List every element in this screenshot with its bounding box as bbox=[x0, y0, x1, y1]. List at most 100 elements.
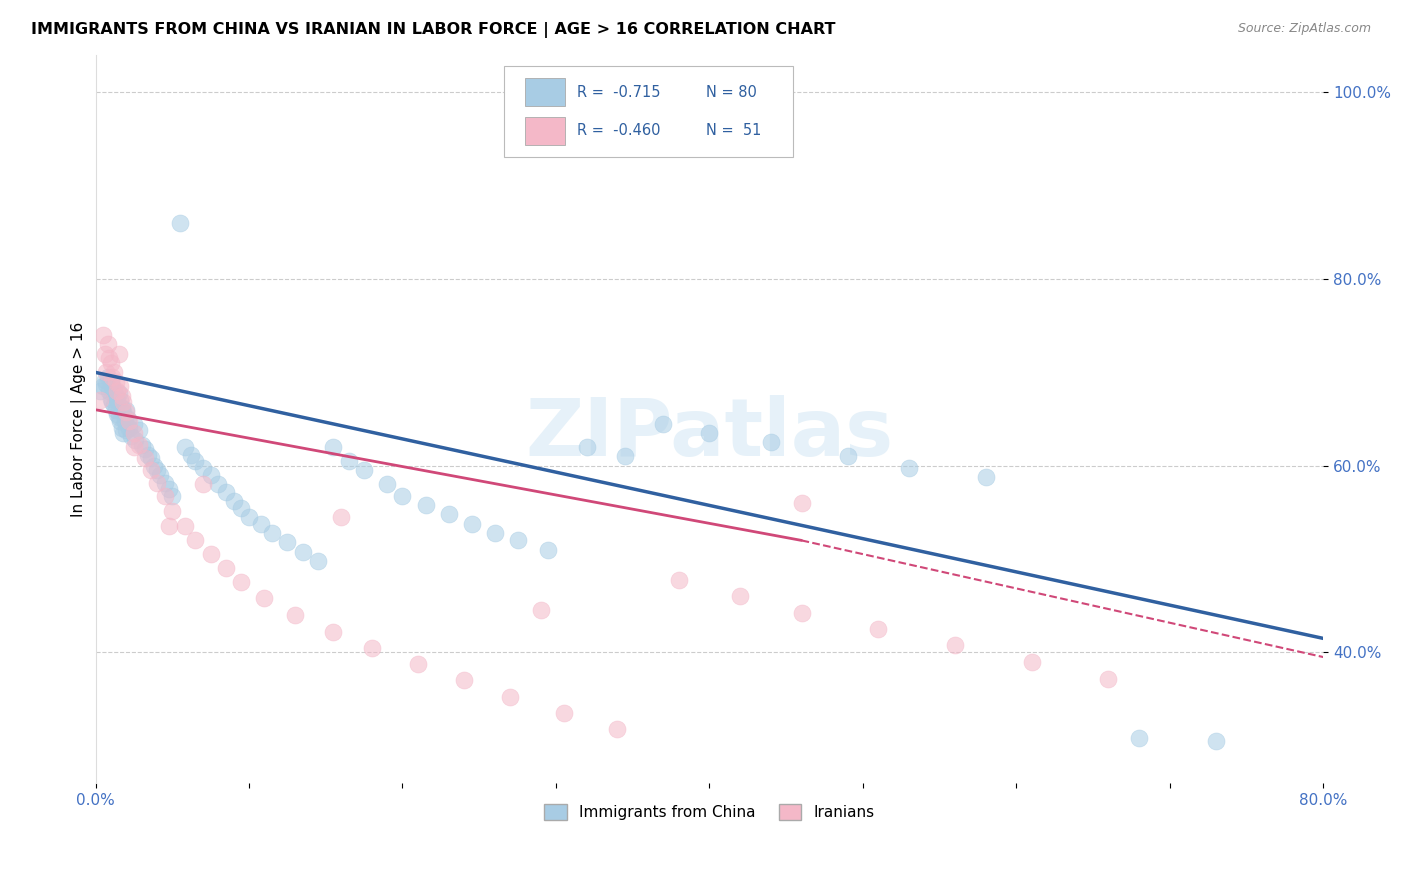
Point bbox=[91, 328, 114, 343]
Point bbox=[89, 393, 111, 408]
Point bbox=[1097, 672, 1119, 686]
Text: ZIPatlas: ZIPatlas bbox=[526, 394, 894, 473]
Point bbox=[112, 395, 135, 409]
Point bbox=[128, 423, 150, 437]
Point bbox=[105, 384, 128, 398]
Point bbox=[200, 548, 222, 562]
Point bbox=[974, 470, 997, 484]
Point bbox=[200, 468, 222, 483]
FancyBboxPatch shape bbox=[505, 66, 793, 157]
Point bbox=[391, 489, 413, 503]
Point bbox=[437, 508, 460, 522]
Point bbox=[307, 554, 329, 568]
Point bbox=[322, 440, 344, 454]
Point bbox=[499, 690, 522, 705]
Point bbox=[276, 535, 298, 549]
Point bbox=[191, 477, 214, 491]
Point bbox=[790, 496, 813, 510]
Point bbox=[360, 640, 382, 655]
Point bbox=[575, 440, 598, 454]
Point bbox=[238, 510, 260, 524]
Point bbox=[415, 498, 437, 512]
Point bbox=[122, 440, 145, 454]
Point bbox=[614, 450, 637, 464]
Point bbox=[146, 463, 169, 477]
Point bbox=[101, 370, 124, 384]
Point bbox=[115, 423, 138, 437]
Point bbox=[353, 463, 375, 477]
Point bbox=[104, 375, 127, 389]
Point bbox=[169, 216, 191, 230]
Point bbox=[124, 433, 146, 447]
Point bbox=[94, 373, 117, 387]
Point bbox=[406, 657, 429, 671]
Point bbox=[537, 542, 560, 557]
FancyBboxPatch shape bbox=[526, 78, 565, 106]
Y-axis label: In Labor Force | Age > 16: In Labor Force | Age > 16 bbox=[72, 321, 87, 516]
Point bbox=[291, 544, 314, 558]
Point bbox=[98, 351, 121, 366]
Point bbox=[868, 622, 890, 636]
Point bbox=[100, 392, 122, 406]
Point bbox=[139, 451, 162, 466]
Point bbox=[149, 468, 172, 483]
Point bbox=[1021, 655, 1043, 669]
Point bbox=[897, 460, 920, 475]
Point bbox=[231, 500, 253, 515]
Point bbox=[157, 519, 180, 533]
Point bbox=[668, 573, 690, 587]
Point bbox=[337, 454, 360, 468]
Point bbox=[120, 429, 142, 443]
Point bbox=[253, 591, 276, 606]
Point bbox=[134, 442, 156, 456]
Point bbox=[108, 393, 131, 408]
Point bbox=[837, 450, 859, 464]
Point bbox=[134, 451, 156, 466]
Point bbox=[103, 384, 125, 398]
Point bbox=[173, 440, 195, 454]
Legend: Immigrants from China, Iranians: Immigrants from China, Iranians bbox=[538, 798, 882, 826]
Point bbox=[260, 525, 283, 540]
Point bbox=[180, 448, 202, 462]
Point bbox=[111, 389, 134, 403]
Point bbox=[111, 421, 134, 435]
Point bbox=[105, 393, 128, 408]
Point bbox=[330, 510, 353, 524]
Point bbox=[453, 673, 475, 688]
Text: R =  -0.715: R = -0.715 bbox=[576, 85, 661, 100]
Point bbox=[104, 402, 127, 417]
Point bbox=[107, 347, 129, 361]
Point bbox=[759, 435, 782, 450]
Point bbox=[162, 503, 184, 517]
Point bbox=[943, 638, 966, 652]
Point bbox=[122, 426, 145, 441]
Point bbox=[222, 494, 245, 508]
Point bbox=[215, 561, 238, 575]
Point bbox=[790, 606, 813, 620]
Point bbox=[100, 375, 122, 389]
Point bbox=[108, 414, 131, 428]
Point bbox=[122, 417, 145, 431]
Point bbox=[101, 379, 124, 393]
Point bbox=[460, 516, 482, 531]
Point bbox=[375, 477, 398, 491]
Point bbox=[128, 438, 150, 452]
Point bbox=[104, 389, 127, 403]
Point bbox=[105, 408, 128, 422]
Point bbox=[107, 386, 129, 401]
Point bbox=[97, 370, 120, 384]
Point bbox=[652, 417, 675, 431]
Point bbox=[153, 475, 176, 490]
Point bbox=[506, 533, 529, 548]
Point bbox=[1128, 731, 1150, 746]
Point bbox=[101, 395, 124, 409]
Point bbox=[215, 484, 238, 499]
Text: Source: ZipAtlas.com: Source: ZipAtlas.com bbox=[1237, 22, 1371, 36]
Point bbox=[97, 337, 120, 351]
Point bbox=[91, 379, 114, 393]
Point bbox=[118, 414, 141, 428]
Point bbox=[184, 454, 207, 468]
Point bbox=[606, 722, 628, 736]
Text: R =  -0.460: R = -0.460 bbox=[576, 123, 661, 138]
Point bbox=[139, 463, 162, 477]
